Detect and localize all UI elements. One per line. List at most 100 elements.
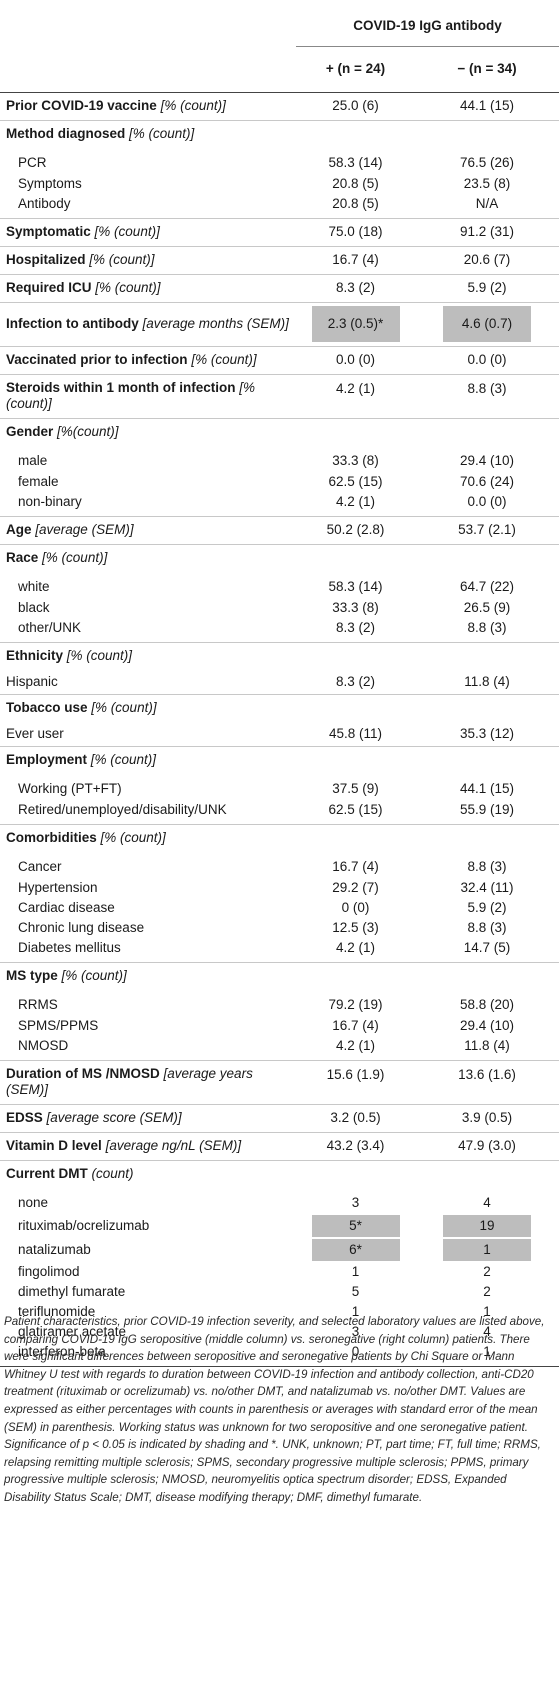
- value-cell: 15.6 (1.9): [296, 1059, 415, 1104]
- value-cell: 0: [296, 1342, 415, 1367]
- row-dimethyl-fumarate: dimethyl fumarate 5 2: [0, 1282, 559, 1302]
- value-cell: 6*: [296, 1238, 415, 1262]
- label-cell: Chronic lung disease: [18, 920, 145, 935]
- value-cell: 26.5 (9): [463, 600, 511, 615]
- value-cell: 8.8 (3): [467, 619, 507, 635]
- label-cell: natalizumab: [18, 1242, 91, 1257]
- row-natalizumab: natalizumab 6* 1: [0, 1238, 559, 1262]
- value-cell: 8.8 (3): [415, 373, 559, 418]
- label-cell: [296, 417, 415, 446]
- value-cell: 8.8 (3): [467, 859, 507, 874]
- label-cell: other/UNK: [18, 619, 82, 635]
- value-cell: 2: [483, 1264, 491, 1279]
- row-duration: Duration of MS /NMOSD [average years (SE…: [0, 1059, 559, 1104]
- value-cell: 16.7 (4): [296, 245, 415, 274]
- value-cell: 62.5 (15): [328, 801, 383, 817]
- label-cell: Diabetes mellitus: [18, 939, 121, 955]
- label-cell: Comorbidities [% (count)]: [0, 823, 296, 852]
- value-cell: 70.6 (24): [459, 474, 515, 489]
- row-ms-type: MS type [% (count)]: [0, 961, 559, 990]
- value-cell: 4.2 (1): [335, 1037, 376, 1053]
- row-tobacco: Tobacco use [% (count)]: [0, 693, 559, 722]
- row-symptoms: Symptoms 20.8 (5) 23.5 (8): [0, 174, 559, 194]
- label-cell: Ever user: [6, 725, 64, 741]
- significant-shading: 5*: [311, 1215, 400, 1237]
- label-cell: [415, 119, 559, 148]
- row-retired: Retired/unemployed/disability/UNK 62.5 (1…: [0, 800, 559, 824]
- value-cell: 8.3 (2): [296, 273, 415, 302]
- label-cell: [415, 823, 559, 852]
- label-cell: [296, 693, 415, 722]
- label-cell: none: [18, 1195, 49, 1210]
- value-cell: 44.1 (15): [459, 781, 515, 796]
- row-none: none 3 4: [0, 1188, 559, 1214]
- row-method-diagnosed: Method diagnosed [% (count)]: [0, 119, 559, 148]
- value-cell: 29.4 (10): [459, 453, 515, 468]
- row-cancer: Cancer 16.7 (4) 8.8 (3): [0, 852, 559, 878]
- label-cell: Vitamin D level [average ng/nL (SEM)]: [0, 1131, 296, 1160]
- significant-shading: 6*: [311, 1239, 400, 1261]
- label-cell: Symptomatic [% (count)]: [0, 217, 296, 246]
- label-cell: [415, 961, 559, 990]
- value-cell: 25.0 (6): [332, 98, 379, 113]
- row-infection-to-antibody: Infection to antibody [average months (S…: [0, 301, 559, 346]
- value-cell: 2: [483, 1284, 491, 1299]
- row-non-binary: non-binary 4.2 (1) 0.0 (0): [0, 492, 559, 516]
- value-cell: 37.5 (9): [332, 781, 379, 796]
- label-cell: [296, 961, 415, 990]
- label-cell: EDSS [average score (SEM)]: [0, 1103, 296, 1132]
- value-cell: 0.0 (0): [467, 493, 507, 509]
- row-rrms: RRMS 79.2 (19) 58.8 (20): [0, 990, 559, 1016]
- label-cell: [0, 0, 296, 46]
- significant-shading: 19: [443, 1215, 531, 1237]
- value-cell: 5.9 (2): [415, 273, 559, 302]
- row-pcr: PCR 58.3 (14) 76.5 (26): [0, 148, 559, 174]
- label-cell: [415, 1159, 559, 1188]
- row-prior-vaccine: Prior COVID-19 vaccine [% (count)] 25.0 …: [0, 92, 559, 120]
- row-race: Race [% (count)]: [0, 543, 559, 572]
- label-cell: male: [18, 453, 48, 468]
- label-cell: Age [average (SEM)]: [0, 515, 296, 544]
- label-cell: [296, 543, 415, 572]
- row-gender: Gender [%(count)]: [0, 417, 559, 446]
- value-cell: 58.3 (14): [328, 579, 383, 594]
- label-cell: Retired/unemployed/disability/UNK: [18, 801, 227, 817]
- label-cell: Symptoms: [18, 176, 82, 191]
- row-other-unk: other/UNK 8.3 (2) 8.8 (3): [0, 618, 559, 642]
- value-cell: 5*: [296, 1214, 415, 1238]
- value-cell: 0.0 (0): [415, 345, 559, 374]
- label-cell: non-binary: [18, 493, 82, 509]
- value-cell: 64.7 (22): [459, 579, 515, 594]
- value-cell: 58.3 (14): [328, 155, 383, 170]
- value-cell: 5: [351, 1284, 360, 1299]
- value-cell: 3.2 (0.5): [296, 1103, 415, 1132]
- value-cell: 35.3 (12): [459, 725, 515, 741]
- row-vitamin-d: Vitamin D level [average ng/nL (SEM)] 43…: [0, 1131, 559, 1160]
- value-cell: 4.2 (1): [335, 939, 376, 955]
- value-cell: 1: [415, 1238, 559, 1262]
- header-row-group: COVID-19 IgG antibody: [0, 0, 559, 47]
- label-cell: Employment [% (count)]: [0, 745, 296, 774]
- label-cell: Hypertension: [18, 880, 98, 895]
- value-cell: 91.2 (31): [415, 217, 559, 246]
- label-cell: [296, 823, 415, 852]
- value-cell: 33.3 (8): [332, 453, 379, 468]
- row-working: Working (PT+FT) 37.5 (9) 44.1 (15): [0, 774, 559, 800]
- label-cell: black: [18, 600, 50, 615]
- characteristics-table: COVID-19 IgG antibody + (n = 24) − (n = …: [0, 0, 559, 1367]
- value-cell: 19: [415, 1214, 559, 1238]
- value-cell: 0.0 (0): [296, 345, 415, 374]
- label-cell: fingolimod: [18, 1264, 80, 1279]
- row-employment: Employment [% (count)]: [0, 745, 559, 774]
- row-rituximab: rituximab/ocrelizumab 5* 19: [0, 1214, 559, 1238]
- value-cell: 11.8 (4): [464, 1037, 510, 1053]
- label-cell: Current DMT (count): [0, 1159, 296, 1188]
- value-cell: 1: [483, 1304, 491, 1319]
- label-cell: [296, 1159, 415, 1188]
- label-cell: Vaccinated prior to infection [% (count)…: [0, 345, 296, 374]
- label-cell: Cardiac disease: [18, 900, 115, 915]
- value-cell: 23.5 (8): [463, 176, 511, 191]
- label-cell: Method diagnosed [% (count)]: [0, 119, 296, 148]
- row-male: male 33.3 (8) 29.4 (10): [0, 446, 559, 472]
